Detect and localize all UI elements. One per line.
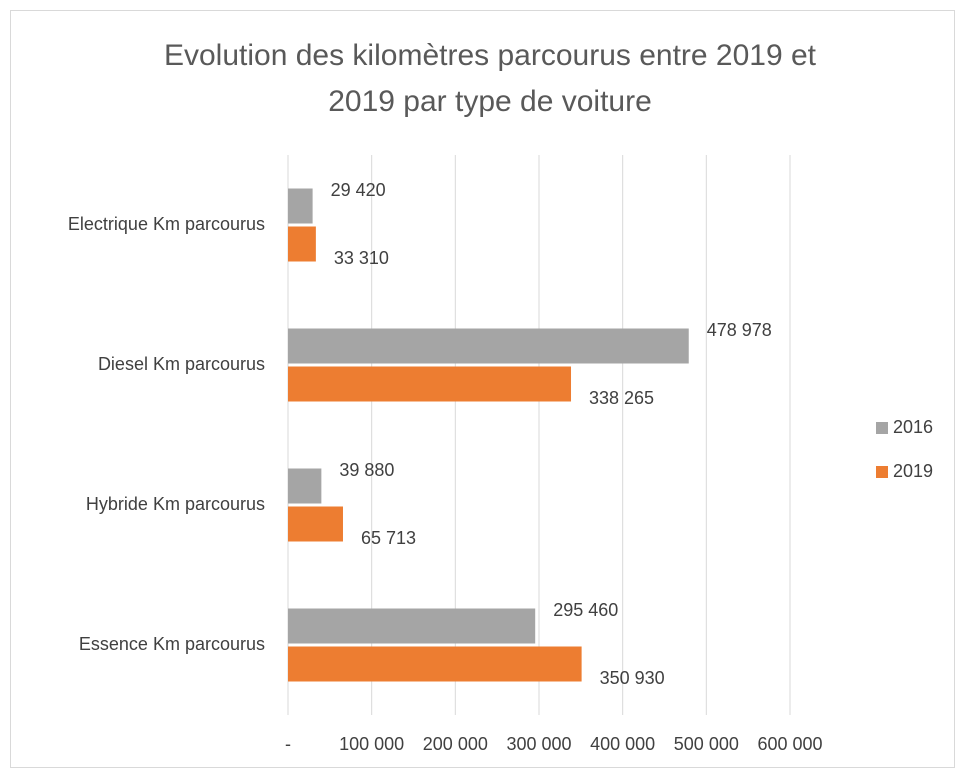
y-tick-label: Electrique Km parcourus: [68, 214, 265, 234]
chart-title: Evolution des kilomètres parcourus entre…: [164, 39, 817, 72]
bar: [288, 468, 322, 504]
x-tick-label: 400 000: [590, 734, 655, 754]
data-label: 295 460: [553, 600, 618, 620]
x-tick-label: -: [285, 734, 291, 754]
data-label: 65 713: [361, 528, 416, 548]
chart-title: 2019 par type de voiture: [328, 85, 652, 118]
data-label: 33 310: [334, 248, 389, 268]
bar: [288, 608, 536, 644]
bar: [288, 226, 316, 262]
legend-swatch: [876, 466, 888, 478]
data-label: 478 978: [707, 320, 772, 340]
x-tick-label: 100 000: [339, 734, 404, 754]
bar: [288, 328, 689, 364]
legend-label: 2019: [893, 461, 933, 481]
x-tick-label: 600 000: [757, 734, 822, 754]
y-tick-label: Essence Km parcourus: [79, 634, 265, 654]
y-tick-label: Diesel Km parcourus: [98, 354, 265, 374]
legend-label: 2016: [893, 417, 933, 437]
data-label: 338 265: [589, 388, 654, 408]
y-tick-label: Hybride Km parcourus: [86, 494, 265, 514]
bar: [288, 646, 582, 682]
legend-swatch: [876, 422, 888, 434]
bar: [288, 366, 572, 402]
x-tick-label: 500 000: [674, 734, 739, 754]
x-tick-label: 300 000: [506, 734, 571, 754]
bar: [288, 188, 313, 224]
data-label: 39 880: [339, 460, 394, 480]
bar: [288, 506, 343, 542]
x-tick-label: 200 000: [423, 734, 488, 754]
data-label: 350 930: [600, 668, 665, 688]
data-label: 29 420: [331, 180, 386, 200]
